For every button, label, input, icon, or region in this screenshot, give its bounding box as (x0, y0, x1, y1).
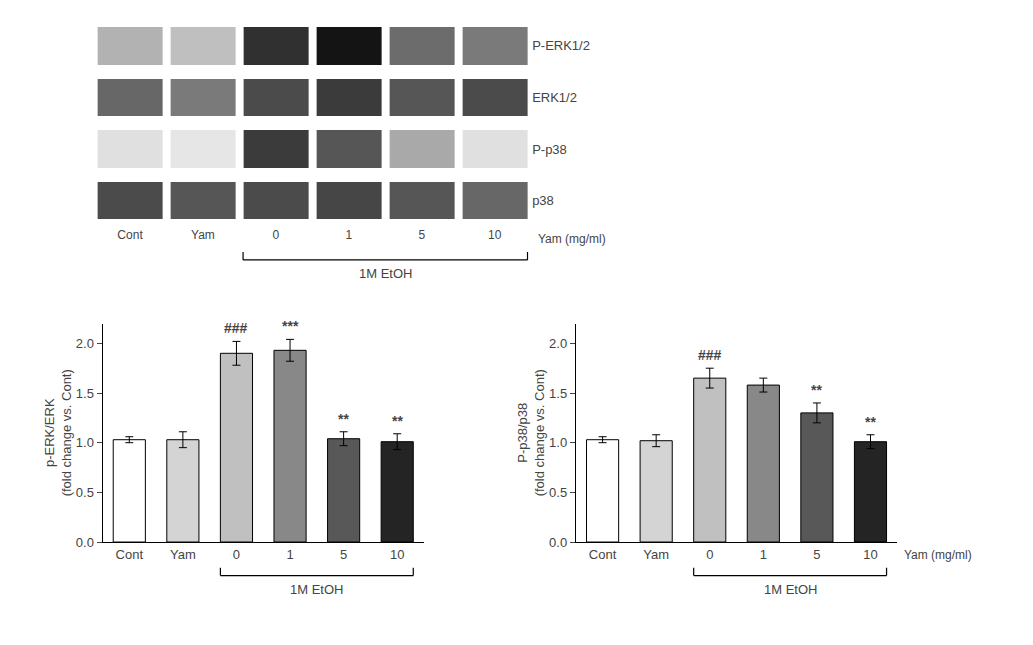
svg-text:**: ** (865, 414, 876, 430)
svg-text:1: 1 (345, 228, 352, 242)
svg-text:10: 10 (863, 547, 877, 562)
svg-text:1.5: 1.5 (76, 386, 94, 401)
svg-text:P-p38: P-p38 (532, 142, 567, 157)
svg-text:1M EtOH: 1M EtOH (290, 582, 343, 597)
svg-text:1.5: 1.5 (549, 386, 567, 401)
svg-text:**: ** (811, 382, 822, 398)
svg-text:P-p38/p38(fold change vs. Cont: P-p38/p38(fold change vs. Cont) (515, 369, 547, 496)
svg-text:0.5: 0.5 (76, 485, 94, 500)
svg-text:0.0: 0.0 (76, 535, 94, 550)
svg-text:5: 5 (340, 547, 347, 562)
svg-text:Cont: Cont (116, 547, 144, 562)
svg-text:0.0: 0.0 (549, 535, 567, 550)
svg-text:0: 0 (706, 547, 713, 562)
svg-text:P-ERK1/2: P-ERK1/2 (532, 38, 590, 53)
svg-text:5: 5 (813, 547, 820, 562)
svg-text:Cont: Cont (589, 547, 617, 562)
svg-text:###: ### (698, 347, 722, 363)
svg-text:1.0: 1.0 (76, 435, 94, 450)
svg-text:1: 1 (760, 547, 767, 562)
svg-text:10: 10 (488, 228, 502, 242)
svg-text:Yam: Yam (170, 547, 196, 562)
svg-text:p38: p38 (532, 193, 554, 208)
svg-text:Yam (mg/ml): Yam (mg/ml) (538, 232, 606, 246)
svg-text:2.0: 2.0 (76, 336, 94, 351)
svg-text:###: ### (224, 320, 248, 336)
svg-text:p-ERK/ERK(fold change vs. Cont: p-ERK/ERK(fold change vs. Cont) (42, 369, 74, 496)
svg-text:1: 1 (286, 547, 293, 562)
svg-text:5: 5 (418, 228, 425, 242)
svg-text:1M EtOH: 1M EtOH (359, 266, 412, 281)
svg-text:1.0: 1.0 (549, 435, 567, 450)
svg-text:***: *** (282, 318, 299, 334)
svg-text:0.5: 0.5 (549, 485, 567, 500)
svg-text:**: ** (338, 411, 349, 427)
svg-text:Yam: Yam (643, 547, 669, 562)
svg-text:0: 0 (233, 547, 240, 562)
svg-text:Cont: Cont (117, 228, 143, 242)
svg-text:1M EtOH: 1M EtOH (764, 582, 817, 597)
svg-text:**: ** (392, 413, 403, 429)
svg-text:0: 0 (273, 228, 280, 242)
svg-text:2.0: 2.0 (549, 336, 567, 351)
svg-text:Yam: Yam (191, 228, 215, 242)
svg-text:Yam (mg/ml): Yam (mg/ml) (904, 548, 972, 562)
svg-text:ERK1/2: ERK1/2 (532, 90, 577, 105)
svg-text:10: 10 (390, 547, 404, 562)
